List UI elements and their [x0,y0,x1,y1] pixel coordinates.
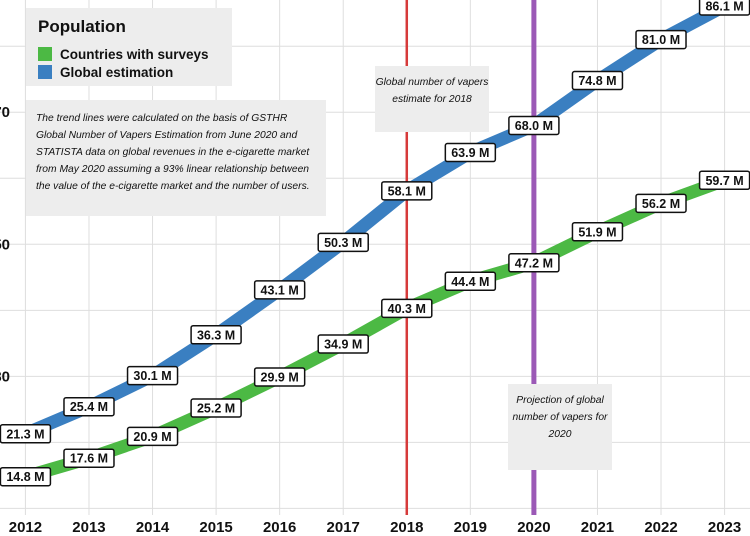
note-2018: Global number of vapers estimate for 201… [375,66,489,132]
data-label-box [63,396,115,417]
data-label: 40.3 M [388,302,426,316]
note-2020: Projection of global number of vapers fo… [508,384,612,470]
x-tick-label: 2013 [72,519,105,536]
x-tick-label: 2018 [390,519,423,536]
data-label: 81.0 M [642,33,680,47]
data-label: 68.0 M [515,119,553,133]
data-label-box [317,334,369,354]
data-label-box [126,426,179,447]
x-tick-label: 2015 [199,519,232,536]
data-label: 29.9 M [261,371,299,385]
data-label-box [190,398,242,418]
data-label-box [571,222,624,242]
data-label-box [444,271,497,292]
data-label: 34.9 M [324,337,362,351]
legend-swatch-global [38,65,52,79]
data-label-box [508,115,560,136]
data-label-box [571,70,624,91]
data-label: 50.3 M [324,236,362,250]
data-label: 21.3 M [6,427,44,441]
data-label-box [253,280,306,300]
data-label-box [635,193,687,214]
data-label-box [126,365,179,386]
data-label: 74.8 M [578,74,616,88]
legend-label-surveys: Countries with surveys [60,46,209,62]
data-label-box [253,367,306,387]
legend-swatch-surveys [38,47,52,61]
data-label: 30.1 M [133,369,171,383]
data-label: 44.4 M [451,275,489,289]
x-tick-label: 2021 [581,519,614,536]
data-label-box [381,298,433,319]
data-label-box [0,466,52,487]
x-tick-label: 2022 [644,519,677,536]
x-tick-label: 2017 [327,519,360,536]
data-label-box [0,424,52,444]
data-label: 43.1 M [261,283,299,297]
data-label: 25.4 M [70,400,108,414]
x-tick-label: 2019 [454,519,487,536]
data-label-box [635,29,687,50]
data-label: 47.2 M [515,256,553,270]
data-label: 36.3 M [197,328,235,342]
data-label: 63.9 M [451,146,489,160]
method-note: The trend lines were calculated on the b… [26,100,326,216]
data-label: 59.7 M [705,174,743,188]
x-tick-label: 2023 [708,519,741,536]
legend-label-global: Global estimation [60,64,174,80]
legend-item-surveys: Countries with surveys [38,46,209,62]
data-label-box [444,142,497,163]
data-label: 86.1 M [705,0,743,13]
data-label-box [63,448,115,468]
data-label-box [508,253,560,273]
data-label: 17.6 M [70,452,108,466]
data-label: 51.9 M [578,225,616,239]
data-label-box [381,181,433,201]
y-tick-label: 50 [0,236,10,253]
x-tick-label: 2014 [136,519,170,536]
legend-title: Population [38,17,126,36]
x-tick-label: 2020 [517,519,550,536]
y-tick-label: 30 [0,368,10,385]
x-tick-label: 2012 [9,519,42,536]
legend: Population Countries with surveys Global… [26,8,232,86]
data-label: 56.2 M [642,197,680,211]
data-label: 58.1 M [388,184,426,198]
data-label: 25.2 M [197,402,235,416]
data-label: 14.8 M [6,470,44,484]
data-label-box [190,325,242,345]
legend-item-global: Global estimation [38,64,173,80]
data-label-box [317,232,369,253]
data-label: 20.9 M [133,430,171,444]
y-tick-label: 70 [0,104,10,121]
x-tick-label: 2016 [263,519,296,536]
